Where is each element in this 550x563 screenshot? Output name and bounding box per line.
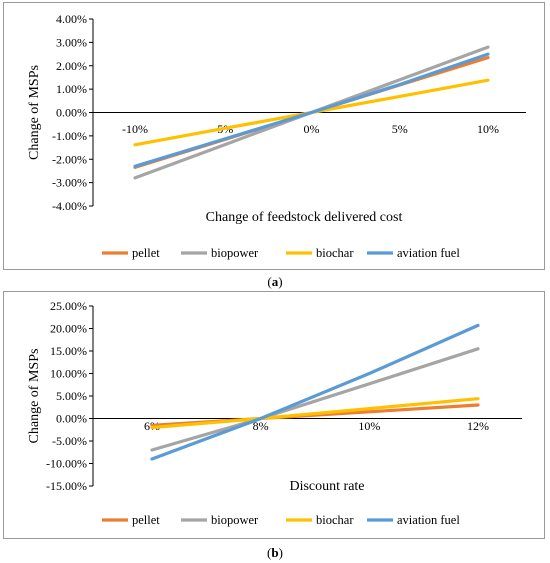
a-y-tick-label: -2.00% bbox=[52, 152, 87, 166]
chart-panel-a: -4.00% -3.00% -2.00% -1.00% 0.00% 1.00% 2.00% 3… bbox=[3, 2, 545, 270]
b-y-tick-label: -10.00% bbox=[46, 457, 87, 471]
b-y-tick-label: 5.00% bbox=[56, 389, 87, 403]
b-y-tick-label: 25.00% bbox=[50, 299, 87, 313]
chart-b-svg: -15.00% -10.00% -5.00% 0.00% 5.00% 10.00% 15.0… bbox=[27, 299, 522, 527]
b-x-tick-label: 8% bbox=[253, 419, 269, 433]
a-legend-label: aviation fuel bbox=[397, 246, 460, 260]
a-y-tick-label: 1.00% bbox=[56, 82, 87, 96]
a-x-tick-label: 0% bbox=[304, 122, 320, 136]
a-legend-label: biopower bbox=[211, 246, 259, 260]
b-x-axis-title: Discount rate bbox=[289, 479, 364, 494]
b-legend-label: biopower bbox=[211, 513, 259, 527]
a-y-tick-label: 2.00% bbox=[56, 59, 87, 73]
b-x-tick-label: 12% bbox=[467, 419, 489, 433]
caption-a-letter: a bbox=[271, 274, 279, 289]
a-x-tick-label: -10% bbox=[122, 122, 148, 136]
a-y-tick-label: 3.00% bbox=[56, 35, 87, 49]
b-legend-label: biochar bbox=[316, 513, 354, 527]
caption-b-letter: b bbox=[271, 545, 279, 560]
a-x-tick-label: 10% bbox=[477, 122, 499, 136]
caption-a: (a) bbox=[267, 274, 283, 289]
b-x-tick-label: 10% bbox=[358, 419, 380, 433]
a-y-axis-title: Change of MSPs bbox=[27, 65, 42, 160]
b-y-axis-title: Change of MSPs bbox=[27, 349, 42, 444]
a-y-tick-label: -1.00% bbox=[52, 129, 87, 143]
b-series-line bbox=[150, 323, 480, 461]
caption-b: (b) bbox=[267, 545, 283, 560]
chart-a-svg: -4.00% -3.00% -2.00% -1.00% 0.00% 1.00% 2.00% 3… bbox=[27, 12, 526, 260]
b-y-tick-label: -5.00% bbox=[52, 434, 87, 448]
a-x-axis-title: Change of feedstock delivered cost bbox=[206, 210, 403, 225]
b-y-tick-label: 15.00% bbox=[50, 344, 87, 358]
a-y-tick-label: -3.00% bbox=[52, 176, 87, 190]
a-y-tick-label: 4.00% bbox=[56, 12, 87, 26]
b-legend-label: pellet bbox=[132, 513, 160, 527]
b-series-line bbox=[150, 397, 480, 430]
b-series-line bbox=[150, 347, 480, 452]
a-y-tick-label: -4.00% bbox=[52, 199, 87, 213]
b-y-tick-label: 10.00% bbox=[50, 367, 87, 381]
a-legend-label: pellet bbox=[132, 246, 160, 260]
a-x-tick-label: 5% bbox=[392, 122, 408, 136]
b-legend-label: aviation fuel bbox=[397, 513, 460, 527]
a-series-line bbox=[133, 52, 490, 168]
b-y-tick-label: 0.00% bbox=[56, 412, 87, 426]
b-y-tick-label: 20.00% bbox=[50, 322, 87, 336]
b-y-tick-label: -15.00% bbox=[46, 479, 87, 493]
chart-panel-b: -15.00% -10.00% -5.00% 0.00% 5.00% 10.00% 15.0… bbox=[3, 291, 545, 539]
a-y-tick-label: 0.00% bbox=[56, 106, 87, 120]
a-legend-label: biochar bbox=[316, 246, 354, 260]
